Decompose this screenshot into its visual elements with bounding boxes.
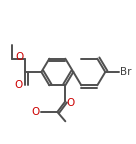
Text: O: O (14, 80, 23, 90)
Text: O: O (32, 107, 40, 117)
Text: O: O (16, 52, 24, 62)
Text: Br: Br (120, 67, 132, 77)
Text: O: O (67, 98, 75, 108)
